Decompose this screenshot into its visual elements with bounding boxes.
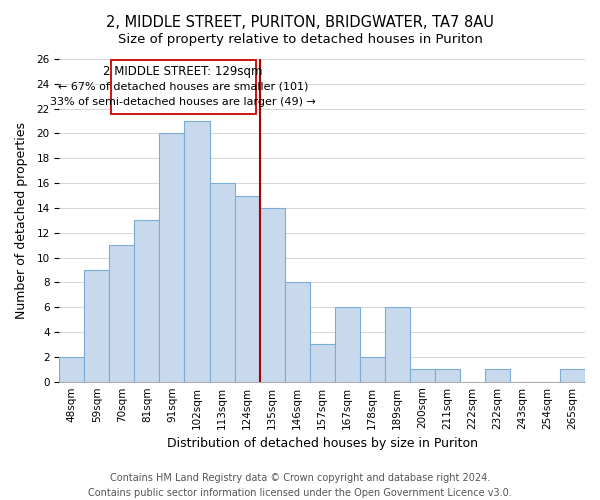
Bar bbox=[284, 282, 310, 382]
Text: Size of property relative to detached houses in Puriton: Size of property relative to detached ho… bbox=[118, 32, 482, 46]
Text: 2 MIDDLE STREET: 129sqm: 2 MIDDLE STREET: 129sqm bbox=[103, 65, 263, 78]
FancyBboxPatch shape bbox=[110, 60, 256, 114]
Bar bbox=[260, 208, 284, 382]
Y-axis label: Number of detached properties: Number of detached properties bbox=[15, 122, 28, 319]
Text: ← 67% of detached houses are smaller (101): ← 67% of detached houses are smaller (10… bbox=[58, 82, 308, 92]
Bar bbox=[560, 370, 585, 382]
Text: 2, MIDDLE STREET, PURITON, BRIDGWATER, TA7 8AU: 2, MIDDLE STREET, PURITON, BRIDGWATER, T… bbox=[106, 15, 494, 30]
Bar bbox=[160, 134, 184, 382]
Bar bbox=[435, 370, 460, 382]
X-axis label: Distribution of detached houses by size in Puriton: Distribution of detached houses by size … bbox=[167, 437, 478, 450]
Bar bbox=[335, 307, 360, 382]
Bar bbox=[235, 196, 260, 382]
Bar bbox=[209, 183, 235, 382]
Bar bbox=[360, 357, 385, 382]
Bar bbox=[485, 370, 510, 382]
Bar bbox=[410, 370, 435, 382]
Bar bbox=[385, 307, 410, 382]
Bar bbox=[310, 344, 335, 382]
Text: 33% of semi-detached houses are larger (49) →: 33% of semi-detached houses are larger (… bbox=[50, 96, 316, 106]
Bar bbox=[184, 121, 209, 382]
Bar bbox=[85, 270, 109, 382]
Text: Contains HM Land Registry data © Crown copyright and database right 2024.
Contai: Contains HM Land Registry data © Crown c… bbox=[88, 472, 512, 498]
Bar bbox=[109, 245, 134, 382]
Bar bbox=[134, 220, 160, 382]
Bar bbox=[59, 357, 85, 382]
